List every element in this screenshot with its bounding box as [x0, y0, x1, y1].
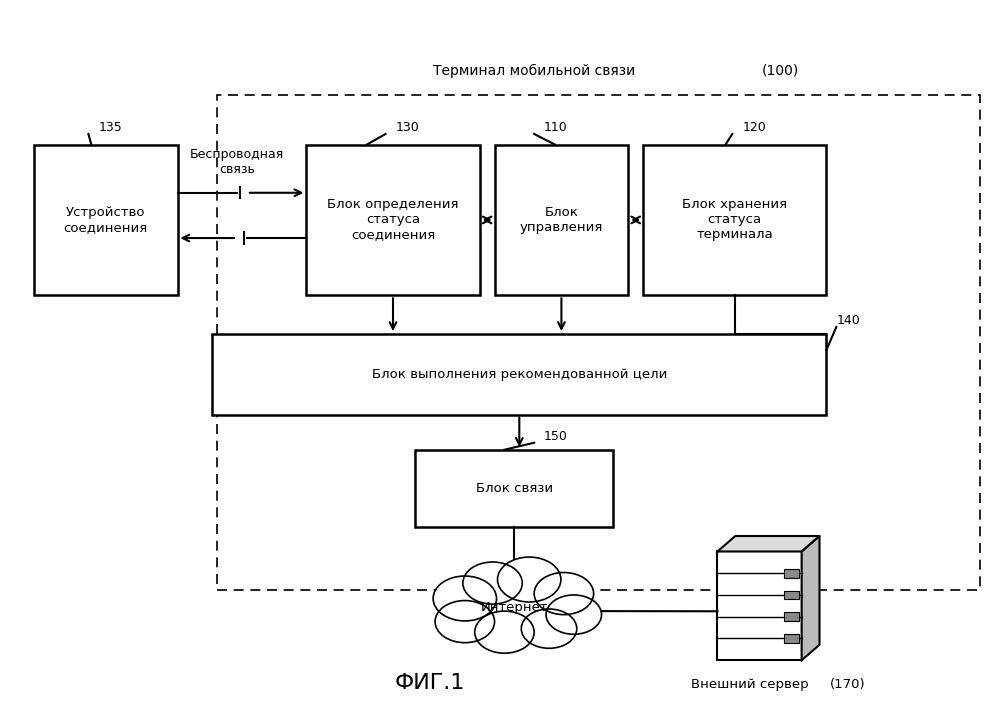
FancyBboxPatch shape — [643, 145, 826, 295]
FancyBboxPatch shape — [783, 591, 798, 599]
FancyBboxPatch shape — [212, 334, 826, 415]
Circle shape — [463, 562, 522, 604]
Circle shape — [521, 609, 576, 648]
FancyBboxPatch shape — [783, 634, 798, 643]
Text: (100): (100) — [762, 64, 799, 78]
FancyBboxPatch shape — [416, 449, 613, 527]
FancyBboxPatch shape — [34, 145, 178, 295]
Circle shape — [475, 611, 534, 653]
Text: ФИГ.1: ФИГ.1 — [395, 673, 466, 693]
FancyBboxPatch shape — [783, 612, 798, 621]
Text: Беспроводная
связь: Беспроводная связь — [190, 148, 284, 176]
Text: (170): (170) — [829, 678, 865, 691]
Text: Блок хранения
статуса
терминала: Блок хранения статуса терминала — [682, 198, 787, 241]
Text: Внешний сервер: Внешний сервер — [691, 678, 808, 691]
FancyBboxPatch shape — [717, 552, 801, 660]
Text: 150: 150 — [544, 430, 568, 443]
Circle shape — [498, 557, 560, 602]
Text: Терминал мобильной связи: Терминал мобильной связи — [433, 64, 635, 78]
FancyBboxPatch shape — [783, 569, 798, 577]
Circle shape — [434, 576, 497, 621]
Text: Устройство
соединения: Устройство соединения — [64, 206, 148, 234]
Text: 135: 135 — [98, 121, 122, 134]
Text: 140: 140 — [836, 314, 860, 327]
Text: Блок
управления: Блок управления — [519, 206, 603, 234]
Text: Блок определения
статуса
соединения: Блок определения статуса соединения — [328, 198, 459, 241]
Text: Интернет: Интернет — [481, 601, 548, 614]
Circle shape — [436, 601, 495, 643]
Polygon shape — [801, 536, 819, 660]
Text: Блок связи: Блок связи — [476, 482, 552, 495]
Text: Блок выполнения рекомендованной цели: Блок выполнения рекомендованной цели — [372, 368, 667, 381]
Circle shape — [534, 572, 593, 615]
Text: 110: 110 — [544, 121, 567, 134]
Circle shape — [546, 595, 601, 634]
FancyBboxPatch shape — [495, 145, 628, 295]
Text: 130: 130 — [396, 121, 420, 134]
FancyBboxPatch shape — [307, 145, 480, 295]
Text: 120: 120 — [742, 121, 766, 134]
Polygon shape — [717, 536, 819, 552]
